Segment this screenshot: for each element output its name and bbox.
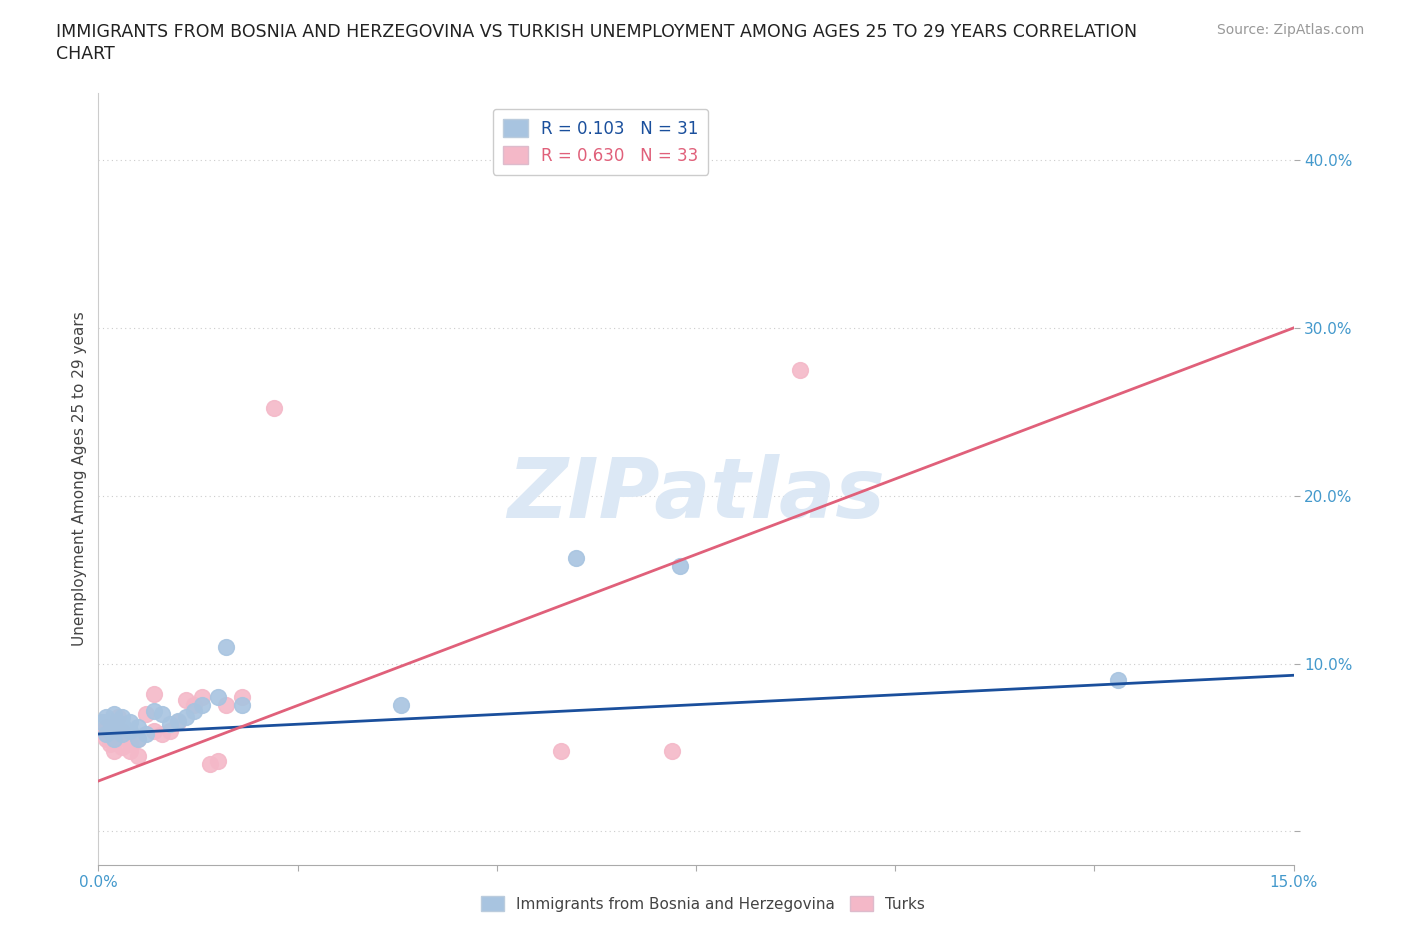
Point	[661, 743, 683, 758]
Point	[159, 716, 181, 731]
Point	[215, 698, 238, 713]
Point	[103, 732, 125, 747]
Point	[174, 693, 197, 708]
Point	[198, 757, 221, 772]
Point	[103, 732, 125, 747]
Point	[231, 690, 253, 705]
Point	[127, 720, 149, 735]
Point	[120, 724, 142, 738]
Point	[127, 732, 149, 747]
Point	[183, 703, 205, 718]
Point	[389, 698, 412, 713]
Point	[231, 698, 253, 713]
Point	[191, 690, 214, 705]
Text: CHART: CHART	[56, 45, 115, 62]
Point	[669, 559, 692, 574]
Point	[91, 715, 114, 730]
Point	[96, 710, 118, 724]
Point	[98, 724, 122, 738]
Point	[143, 724, 166, 738]
Legend: R = 0.103   N = 31, R = 0.630   N = 33: R = 0.103 N = 31, R = 0.630 N = 33	[492, 109, 709, 175]
Point	[159, 724, 181, 738]
Point	[91, 724, 114, 738]
Point	[103, 718, 125, 733]
Point	[150, 726, 173, 741]
Point	[127, 732, 149, 747]
Point	[111, 716, 134, 731]
Point	[111, 726, 134, 741]
Point	[174, 710, 197, 724]
Point	[111, 740, 134, 755]
Point	[120, 715, 142, 730]
Point	[103, 707, 125, 722]
Point	[111, 710, 134, 724]
Point	[96, 720, 118, 735]
Point	[207, 690, 229, 705]
Point	[143, 703, 166, 718]
Point	[98, 726, 122, 741]
Point	[103, 743, 125, 758]
Point	[191, 698, 214, 713]
Point	[135, 707, 157, 722]
Point	[96, 726, 118, 741]
Point	[135, 726, 157, 741]
Text: ZIPatlas: ZIPatlas	[508, 454, 884, 535]
Point	[565, 551, 588, 565]
Point	[1107, 673, 1129, 688]
Point	[167, 715, 190, 730]
Point	[96, 732, 118, 747]
Text: IMMIGRANTS FROM BOSNIA AND HERZEGOVINA VS TURKISH UNEMPLOYMENT AMONG AGES 25 TO : IMMIGRANTS FROM BOSNIA AND HERZEGOVINA V…	[56, 23, 1137, 41]
Point	[107, 718, 129, 733]
Point	[150, 707, 173, 722]
Point	[107, 710, 129, 724]
Point	[183, 698, 205, 713]
Point	[127, 749, 149, 764]
Text: Source: ZipAtlas.com: Source: ZipAtlas.com	[1216, 23, 1364, 37]
Point	[215, 639, 238, 654]
Point	[111, 724, 134, 738]
Point	[103, 720, 125, 735]
Point	[167, 713, 190, 728]
Point	[550, 743, 572, 758]
Point	[143, 686, 166, 701]
Point	[263, 401, 285, 416]
Legend: Immigrants from Bosnia and Herzegovina, Turks: Immigrants from Bosnia and Herzegovina, …	[475, 889, 931, 918]
Point	[120, 737, 142, 751]
Point	[789, 363, 811, 378]
Y-axis label: Unemployment Among Ages 25 to 29 years: Unemployment Among Ages 25 to 29 years	[72, 312, 87, 646]
Point	[111, 730, 134, 745]
Point	[98, 713, 122, 728]
Point	[207, 753, 229, 768]
Point	[98, 737, 122, 751]
Point	[120, 743, 142, 758]
